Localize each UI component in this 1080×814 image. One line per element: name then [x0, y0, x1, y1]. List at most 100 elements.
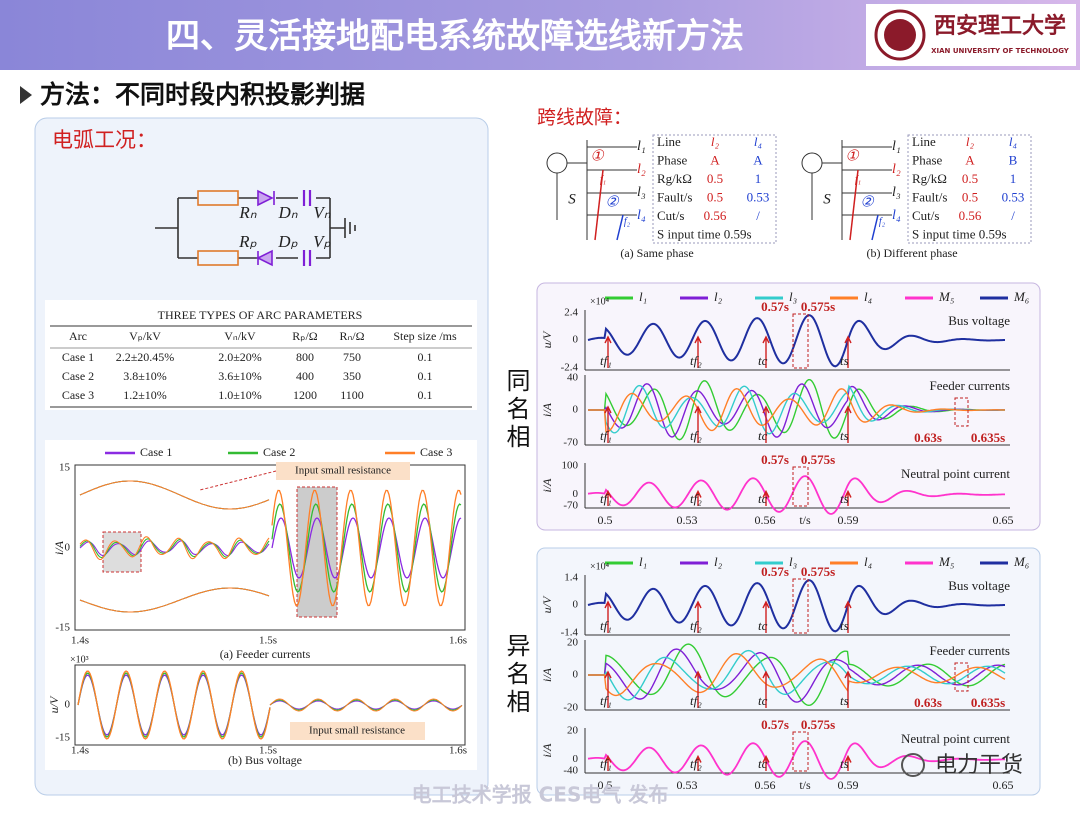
- param-cell: Line: [912, 134, 936, 149]
- waveform: [271, 489, 462, 607]
- subplot-title: Bus voltage: [948, 578, 1010, 593]
- event-label: tf₂: [690, 428, 702, 443]
- param-cell: Rg/kΩ: [657, 171, 692, 186]
- table-cell: Case 2: [62, 369, 94, 383]
- plot-caption: (b) Bus voltage: [228, 753, 302, 767]
- table-caption: THREE TYPES OF ARC PARAMETERS: [158, 308, 363, 322]
- table-cell: Case 1: [62, 350, 94, 364]
- line-label: l₂: [637, 162, 646, 177]
- y-tick-label: 0: [573, 404, 579, 416]
- highlight: [102, 531, 142, 573]
- y-axis-label: u/V: [47, 695, 61, 713]
- event-arrow: [604, 489, 612, 506]
- legend-label: l₄: [864, 554, 873, 569]
- event-arrow: [844, 405, 852, 443]
- param-cell: l₂: [711, 134, 720, 149]
- y-tick-label: 0: [573, 753, 579, 765]
- waveform: [587, 314, 1005, 368]
- table-cell: 800: [296, 350, 314, 364]
- param-cell: Fault/s: [912, 189, 947, 204]
- param-cell: 0.5: [707, 189, 723, 204]
- y-tick-label: 100: [562, 460, 579, 472]
- event-arrow: [844, 670, 852, 708]
- param-cell: A: [753, 152, 763, 167]
- fault-path: [849, 169, 859, 241]
- y-tick-label: 0: [573, 488, 579, 500]
- circuit-label: Dₙ: [277, 203, 297, 222]
- event-arrow: [844, 754, 852, 771]
- y-tick-label: 0: [573, 599, 579, 611]
- param-cell: Rg/kΩ: [912, 171, 947, 186]
- line-label: l₄: [892, 208, 901, 223]
- y-tick-label: 20: [567, 637, 579, 649]
- window-label: 0.57s: [761, 299, 789, 314]
- fault-path: [594, 169, 604, 241]
- event-arrow: [762, 405, 770, 443]
- table-header: Step size /ms: [393, 329, 457, 343]
- diagram-mark: ②: [860, 194, 875, 210]
- param-cell: 0.5: [707, 171, 723, 186]
- table-cell: 1100: [340, 388, 364, 402]
- axes-frame: [74, 464, 466, 631]
- legend-label: Case 3: [420, 445, 452, 459]
- waveform: [79, 538, 270, 559]
- panel-frame: [536, 282, 1041, 531]
- window-label: 0.57s: [761, 564, 789, 579]
- table-header: Rₚ/Ω: [292, 329, 317, 343]
- x-tick-label: t/s: [799, 778, 811, 792]
- event-arrow: [844, 489, 852, 506]
- section-label: 跨线故障：: [537, 107, 632, 129]
- diagram-mark: ①: [845, 148, 860, 164]
- event-label: ts: [840, 618, 849, 633]
- table-header: Rₙ/Ω: [339, 329, 364, 343]
- y-tick-label: -15: [55, 622, 70, 634]
- param-cell: l₄: [1009, 134, 1018, 149]
- time-window: [954, 662, 969, 692]
- bullet-arrow: [20, 86, 32, 104]
- table-header: Arc: [69, 329, 87, 343]
- x-tick-label: 1.6s: [449, 745, 467, 757]
- table-header: Vₙ/kV: [224, 329, 256, 343]
- annotation: Input small resistance: [309, 725, 405, 737]
- diagram-mark: f₂: [624, 216, 631, 227]
- annotation-box: [276, 462, 410, 480]
- event-arrow: [762, 335, 770, 368]
- fault-path: [871, 214, 879, 241]
- legend-label: Case 2: [263, 445, 295, 459]
- y-tick-label: -20: [563, 702, 578, 714]
- event-label: tf₁: [600, 491, 612, 506]
- window-label: 0.635s: [971, 430, 1005, 445]
- event-label: tf₂: [690, 491, 702, 506]
- param-cell: Phase: [912, 152, 943, 167]
- x-tick-label: 0.53: [677, 778, 698, 792]
- table-header: Vₚ/kV: [129, 329, 161, 343]
- side-label: 异名相: [502, 633, 530, 717]
- subtitle: 方法：不同时段内积投影判据: [40, 80, 365, 109]
- circuit: [155, 189, 356, 267]
- param-cell: /: [1011, 208, 1015, 223]
- side-label: 同名相: [502, 368, 530, 452]
- x-tick-label: 1.6s: [449, 635, 467, 647]
- table-cell: 2.0±20%: [218, 350, 262, 364]
- event-label: tc: [758, 428, 768, 443]
- param-cell: Cut/s: [657, 208, 684, 223]
- axes-frame: [74, 664, 466, 746]
- diagram-caption: (b) Different phase: [866, 246, 957, 260]
- param-cell: S input time 0.59s: [657, 226, 752, 241]
- event-label: ts: [840, 428, 849, 443]
- x-tick-label: 1.5s: [259, 745, 277, 757]
- param-table: [907, 134, 1032, 244]
- event-arrow: [694, 670, 702, 708]
- event-arrow: [604, 335, 612, 368]
- x-tick-label: 0.56: [755, 778, 776, 792]
- event-label: tf₂: [690, 353, 702, 368]
- event-label: tc: [758, 491, 768, 506]
- y-tick-label: 0: [573, 669, 579, 681]
- event-arrow: [762, 600, 770, 633]
- section-label: 电弧工况：: [52, 128, 157, 152]
- line-label: l₁: [892, 139, 901, 154]
- source: [546, 152, 568, 174]
- waveform: [587, 579, 1005, 633]
- event-label: tc: [758, 353, 768, 368]
- y-axis-label: i/A: [540, 402, 554, 417]
